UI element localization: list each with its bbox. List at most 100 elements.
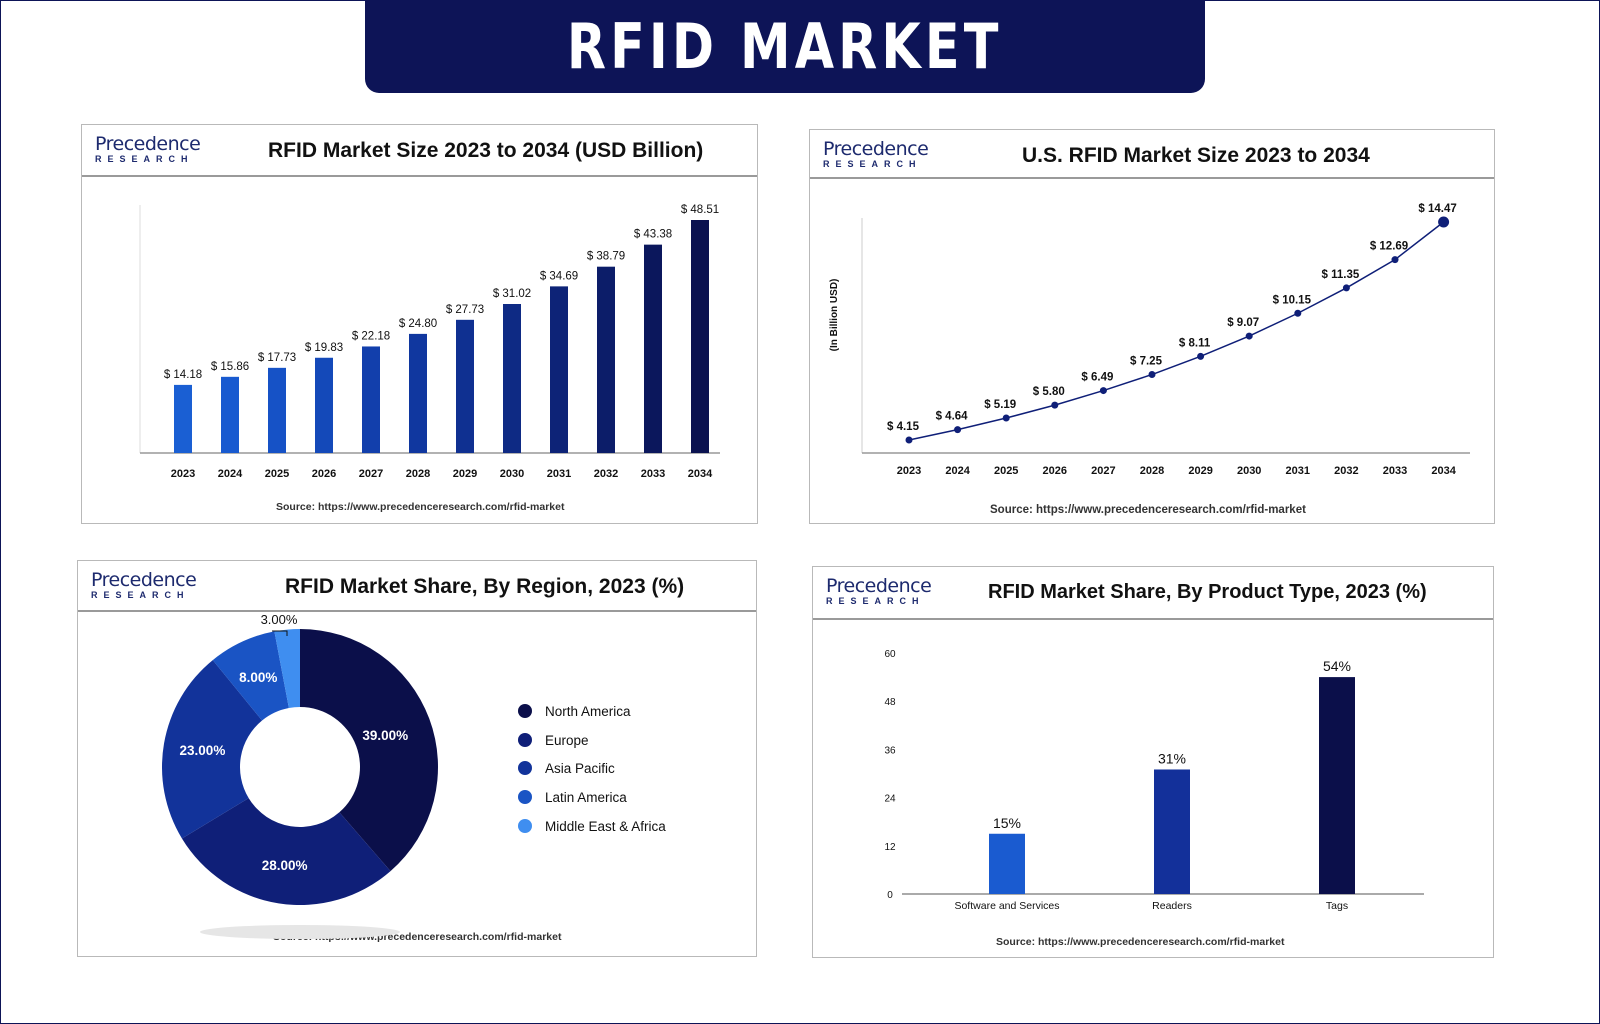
data-label: $ 19.83: [305, 342, 343, 354]
x-tick-label: 2034: [1431, 465, 1456, 477]
bar-2033: [644, 244, 662, 453]
data-label: $ 15.86: [211, 361, 249, 373]
data-label: 31%: [1158, 750, 1186, 766]
legend-marker: [518, 761, 532, 775]
logo-subtitle: RESEARCH: [823, 159, 922, 169]
y-tick-label: 0: [887, 890, 893, 901]
x-tick-label: 2028: [406, 468, 430, 480]
y-tick-label: 60: [884, 649, 896, 660]
data-label: $ 10.15: [1273, 294, 1312, 306]
panel-header: Precedence RESEARCH RFID Market Share, By…: [813, 567, 1493, 620]
y-tick-label: 48: [884, 697, 896, 708]
x-tick-label: 2031: [547, 468, 571, 480]
x-tick-label: 2025: [265, 468, 289, 480]
slice-latin-america: [212, 631, 289, 721]
legend-label: Asia Pacific: [545, 761, 615, 776]
data-label: $ 24.80: [399, 318, 437, 330]
precedence-logo: Precedence RESEARCH: [823, 140, 929, 169]
x-tick-label: Tags: [1326, 900, 1348, 912]
data-point-2028: [1148, 371, 1156, 379]
slice-asia-pacific: [161, 660, 263, 839]
x-tick-label: 2030: [500, 468, 524, 480]
data-label: $ 6.49: [1081, 372, 1113, 384]
precedence-logo: Precedence RESEARCH: [826, 577, 932, 606]
data-label: $ 7.25: [1130, 356, 1163, 368]
slice-north-america: [300, 629, 439, 872]
x-tick-label: 2023: [897, 465, 921, 477]
source-text: Source: https://www.precedenceresearch.c…: [990, 504, 1306, 516]
bar-2032: [597, 266, 615, 453]
data-label: $ 9.07: [1227, 317, 1259, 329]
x-tick-label: 2032: [1334, 465, 1358, 477]
data-label: $ 22.18: [352, 330, 390, 342]
x-tick-label: 2026: [312, 468, 336, 480]
x-tick-label: 2031: [1286, 465, 1310, 477]
source-text: Source: https://www.precedenceresearch.c…: [996, 936, 1285, 948]
legend-marker: [518, 704, 532, 718]
data-point-2025: [1002, 414, 1010, 422]
panel-header: Precedence RESEARCH RFID Market Size 2023…: [82, 125, 757, 177]
x-tick-label: 2027: [359, 468, 383, 480]
bar-2028: [409, 333, 427, 453]
bar-2029: [456, 319, 474, 453]
data-label: $ 27.73: [446, 304, 484, 316]
chart-title: RFID Market Share, By Product Type, 2023…: [988, 581, 1427, 603]
panel-header: Precedence RESEARCH U.S. RFID Market Size…: [810, 130, 1494, 179]
logo-subtitle: RESEARCH: [91, 590, 190, 600]
x-tick-label: 2032: [594, 468, 618, 480]
data-label: 54%: [1323, 658, 1351, 674]
page-title: RFID MARKET: [567, 10, 1003, 83]
data-label: $ 17.73: [258, 352, 296, 364]
chart-title: RFID Market Share, By Region, 2023 (%): [285, 575, 685, 598]
x-tick-label: 2024: [945, 465, 970, 477]
precedence-logo: Precedence RESEARCH: [95, 135, 201, 164]
data-label: $ 4.15: [887, 421, 920, 433]
us-market-size-panel: Precedence RESEARCH U.S. RFID Market Size…: [809, 129, 1495, 524]
legend-marker: [518, 733, 532, 747]
x-tick-label: 2023: [171, 468, 195, 480]
data-label: 15%: [993, 815, 1021, 831]
data-label: $ 14.18: [164, 369, 202, 381]
data-point-2033: [1391, 256, 1399, 264]
data-point-2032: [1342, 284, 1350, 292]
x-tick-label: 2025: [994, 465, 1018, 477]
data-label: $ 8.11: [1179, 337, 1211, 349]
x-tick-label: 2030: [1237, 465, 1261, 477]
bar-tags: [1319, 677, 1355, 894]
x-tick-label: 2033: [641, 468, 665, 480]
pie-shadow: [200, 925, 400, 939]
x-tick-label: 2028: [1140, 465, 1164, 477]
x-tick-label: 2029: [1188, 465, 1212, 477]
data-label: $ 4.64: [936, 411, 969, 423]
bar-2025: [268, 367, 286, 453]
data-label: $ 43.38: [634, 229, 672, 241]
y-tick-label: 36: [884, 745, 896, 756]
y-tick-label: 12: [884, 842, 896, 853]
product-share-panel: Precedence RESEARCH RFID Market Share, By…: [812, 566, 1494, 958]
header-banner: RFID MARKET: [365, 0, 1205, 93]
legend-marker: [518, 819, 532, 833]
source-text: Source: https://www.precedenceresearch.c…: [276, 501, 565, 513]
x-tick-label: 2024: [218, 468, 243, 480]
data-point-2029: [1197, 352, 1205, 360]
bar-2034: [691, 220, 709, 453]
x-tick-label: 2033: [1383, 465, 1407, 477]
x-tick-label: Readers: [1152, 900, 1192, 912]
data-label: 8.00%: [239, 670, 277, 685]
data-point-2031: [1294, 309, 1302, 317]
x-tick-label: Software and Services: [954, 900, 1059, 912]
data-label: $ 5.19: [984, 399, 1016, 411]
data-label: 23.00%: [180, 743, 226, 758]
x-tick-label: 2029: [453, 468, 477, 480]
leader-line: [272, 630, 288, 636]
data-label: $ 5.80: [1033, 386, 1065, 398]
data-label: $ 11.35: [1322, 269, 1360, 281]
bar-2030: [503, 304, 521, 453]
legend-label: North America: [545, 704, 631, 719]
data-label: 28.00%: [262, 858, 308, 873]
data-label: $ 12.69: [1370, 241, 1408, 253]
data-label: $ 34.69: [540, 270, 578, 282]
legend-label: Middle East & Africa: [545, 819, 666, 834]
data-label: 39.00%: [362, 728, 408, 743]
